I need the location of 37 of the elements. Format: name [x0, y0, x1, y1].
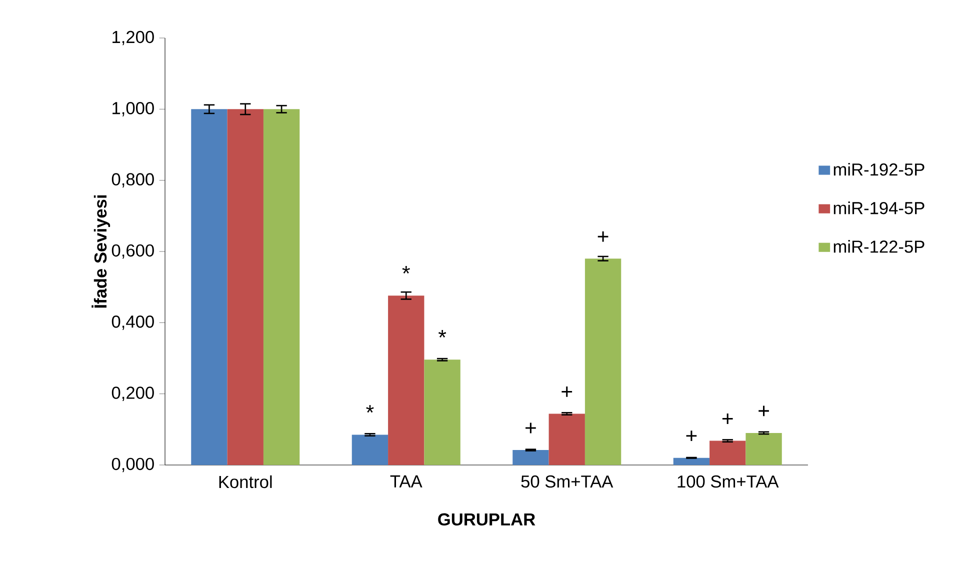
x-tick-label: Kontrol	[219, 475, 272, 488]
bar	[227, 109, 264, 465]
bar	[352, 434, 388, 465]
y-tick-label: 1,000	[112, 102, 154, 116]
x-tick-label: 100 Sm+TAA	[678, 475, 779, 488]
bar	[548, 414, 585, 465]
y-tick-label: 0,400	[112, 315, 154, 330]
annotation: *	[366, 405, 374, 413]
bar	[263, 109, 300, 465]
y-tick-label: 0,200	[112, 386, 154, 401]
y-axis-title: İfade Seviyesi	[92, 195, 110, 308]
annotation: +	[722, 414, 733, 424]
x-tick-label: TAA	[390, 475, 422, 488]
legend-label: miR-194-5P	[834, 202, 924, 214]
y-tick-label: 0,000	[112, 458, 154, 472]
annotation: +	[598, 231, 608, 242]
legend-label: miR-122-5P	[834, 240, 924, 253]
bar	[191, 109, 228, 465]
annotation: +	[526, 422, 536, 434]
bar	[512, 450, 549, 465]
x-tick-label: 50 Sm+TAA	[521, 475, 614, 488]
bar	[710, 440, 746, 465]
x-axis-title: GURUPLAR	[438, 513, 536, 526]
annotation: *	[438, 330, 446, 338]
bar	[584, 258, 622, 465]
annotation: +	[758, 406, 769, 416]
bar	[424, 360, 460, 465]
bar	[673, 458, 710, 465]
y-tick-label: 1,200	[112, 30, 154, 46]
bar	[746, 432, 782, 465]
y-tick-label: 0,600	[112, 244, 154, 259]
annotation: +	[686, 430, 697, 442]
bar	[388, 296, 424, 465]
annotation: +	[562, 386, 572, 397]
y-tick-label: 0,800	[112, 173, 154, 188]
legend-label: miR-192-5P	[834, 162, 924, 176]
annotation: *	[402, 266, 410, 274]
